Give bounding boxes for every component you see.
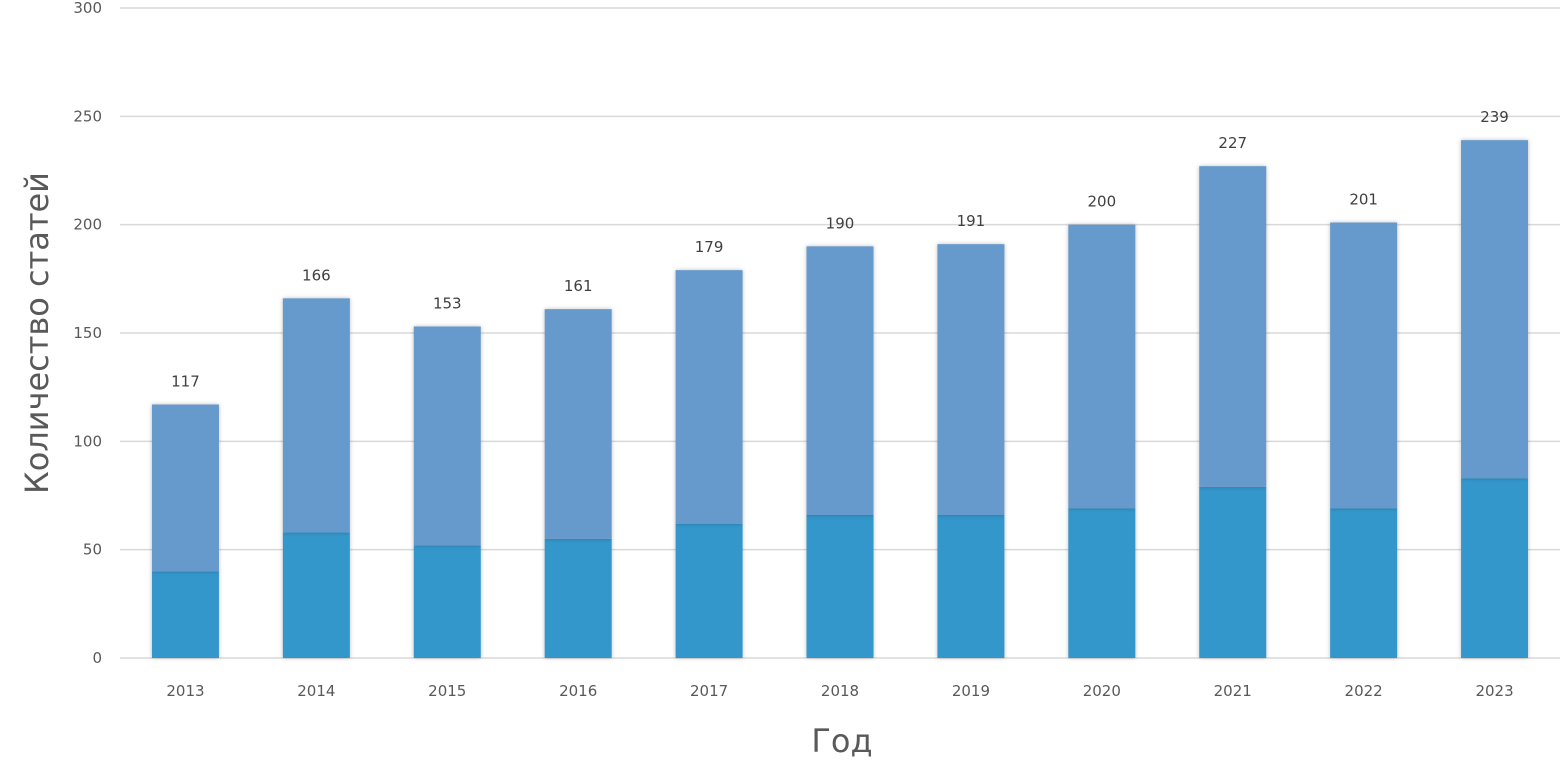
data-label-2021: 227 xyxy=(1218,134,1247,152)
x-tick-label: 2016 xyxy=(559,682,597,700)
data-label-2019: 191 xyxy=(957,212,986,230)
bar-segment-2018-series-2 xyxy=(806,246,874,516)
data-label-2014: 166 xyxy=(302,266,331,284)
bar-segment-2023-series-2 xyxy=(1461,140,1529,479)
x-tick-label: 2020 xyxy=(1083,682,1121,700)
bar-segment-2022-series-1 xyxy=(1330,508,1398,658)
bar-segment-2021-series-2 xyxy=(1199,166,1267,487)
data-label-2015: 153 xyxy=(433,295,462,313)
data-label-2018: 190 xyxy=(826,214,855,232)
bar-segment-2014-series-1 xyxy=(282,532,350,658)
bar-segment-2019-series-2 xyxy=(937,244,1005,515)
data-label-2023: 239 xyxy=(1480,108,1509,126)
bar-segment-2015-series-2 xyxy=(413,326,481,546)
y-tick-label: 100 xyxy=(73,432,102,450)
bar-segment-2022-series-2 xyxy=(1330,222,1398,509)
x-axis-ticks: 2013 2014 2015 2016 2017 2018 2019 2020 2021 2022… xyxy=(166,682,1513,700)
x-tick-label: 2014 xyxy=(297,682,335,700)
bars: 117 166 153 161 179 190 191 200 227 201 239 xyxy=(151,108,1529,658)
bar-segment-2020-series-2 xyxy=(1068,224,1136,509)
bar-segment-2021-series-1 xyxy=(1199,486,1267,658)
y-axis-ticks: 0 50 100 150 200 250 300 xyxy=(73,0,102,667)
bar-segment-2015-series-1 xyxy=(413,545,481,658)
bar-segment-2014-series-2 xyxy=(282,298,350,533)
bar-segment-2013-series-1 xyxy=(151,571,219,658)
bar-segment-2017-series-1 xyxy=(675,523,743,658)
x-tick-label: 2022 xyxy=(1345,682,1383,700)
x-tick-label: 2015 xyxy=(428,682,466,700)
data-label-2017: 179 xyxy=(695,238,724,256)
bar-segment-2018-series-1 xyxy=(806,515,874,658)
y-tick-label: 0 xyxy=(92,649,102,667)
bar-segment-2017-series-2 xyxy=(675,270,743,524)
data-label-2013: 117 xyxy=(171,373,200,391)
x-tick-label: 2019 xyxy=(952,682,990,700)
y-tick-label: 200 xyxy=(73,216,102,234)
y-tick-label: 50 xyxy=(83,541,102,559)
bar-segment-2013-series-2 xyxy=(151,404,219,572)
x-tick-label: 2023 xyxy=(1475,682,1513,700)
data-label-2016: 161 xyxy=(564,277,593,295)
y-tick-label: 250 xyxy=(73,107,102,125)
y-axis-title: Количество статей xyxy=(18,172,56,494)
bar-segment-2016-series-1 xyxy=(544,538,612,658)
bar-segment-2019-series-1 xyxy=(937,515,1005,658)
bar-segment-2016-series-2 xyxy=(544,309,612,539)
x-tick-label: 2017 xyxy=(690,682,728,700)
data-label-2022: 201 xyxy=(1349,191,1378,209)
y-tick-label: 150 xyxy=(73,324,102,342)
x-tick-label: 2021 xyxy=(1214,682,1252,700)
y-tick-label: 300 xyxy=(73,0,102,17)
x-tick-label: 2013 xyxy=(166,682,204,700)
x-tick-label: 2018 xyxy=(821,682,859,700)
bar-segment-2020-series-1 xyxy=(1068,508,1136,658)
data-label-2020: 200 xyxy=(1087,193,1116,211)
x-axis-title: Год xyxy=(811,722,872,760)
bar-segment-2023-series-1 xyxy=(1461,478,1529,658)
